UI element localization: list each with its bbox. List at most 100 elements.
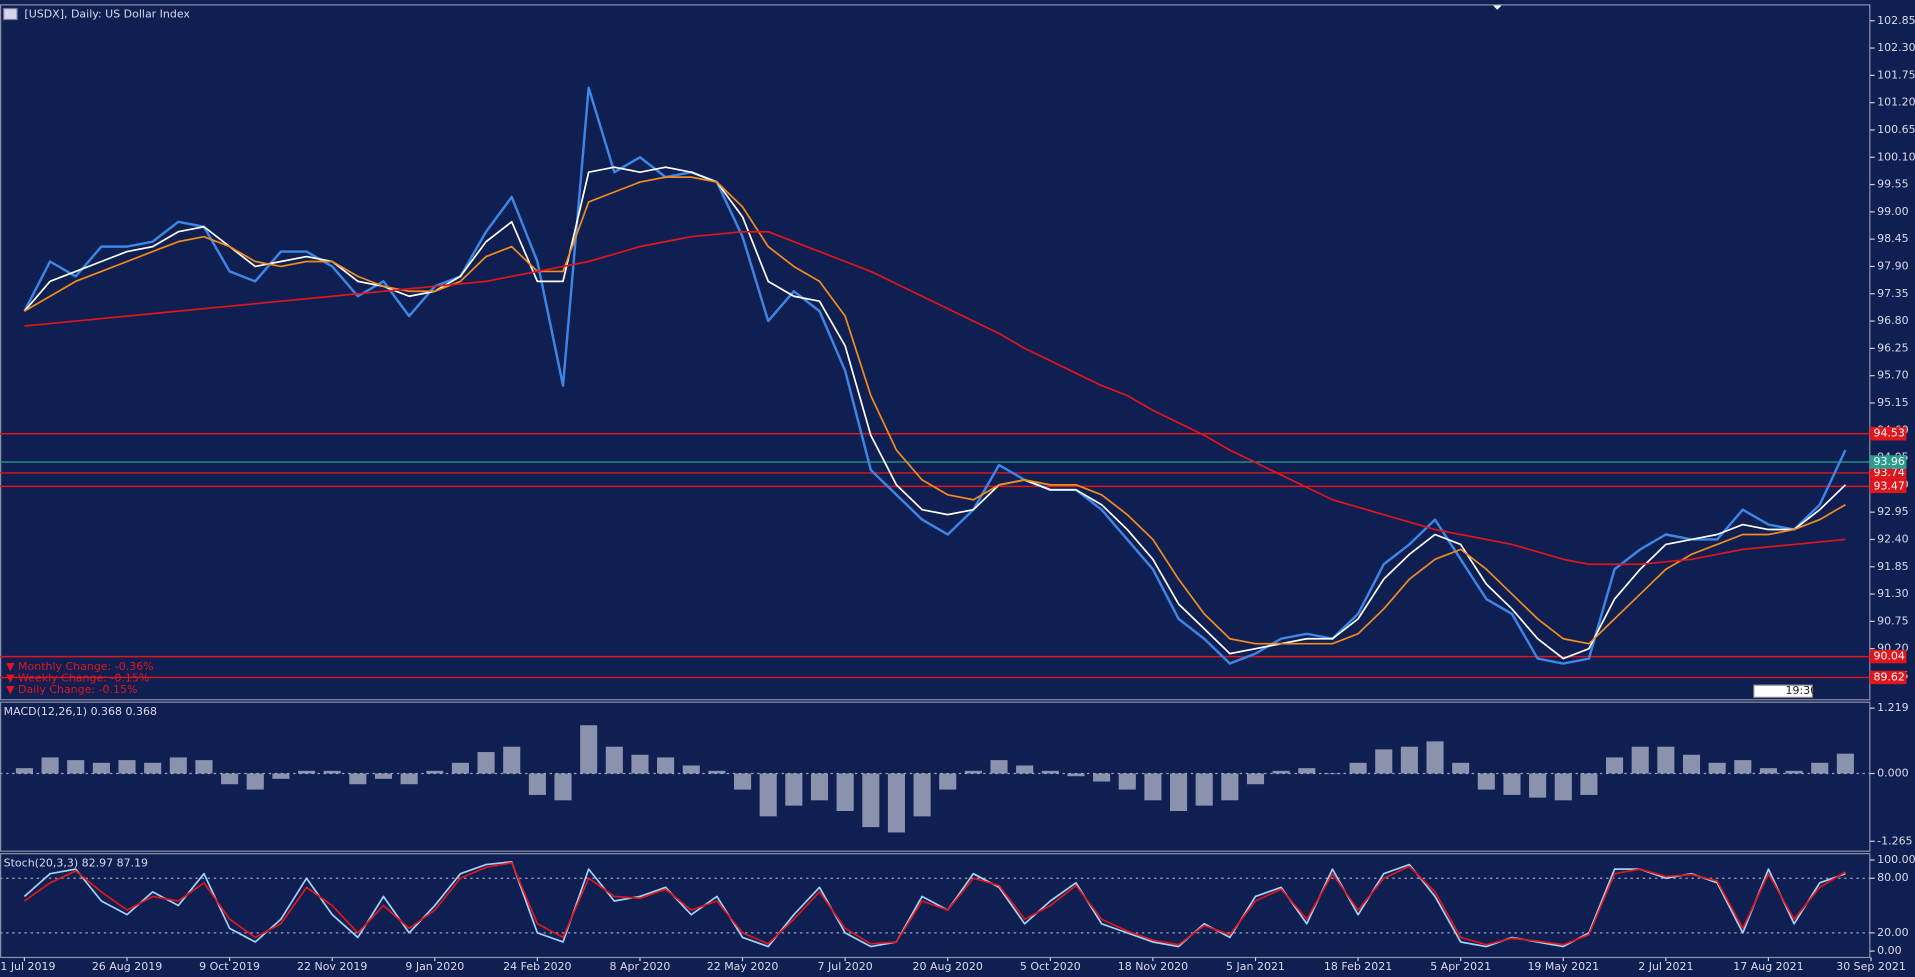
macd-bar [349, 773, 367, 785]
level-label-box [1869, 649, 1907, 664]
change-annotation: ▼ Weekly Change: -0.15% [6, 671, 149, 684]
macd-bar [682, 765, 700, 774]
y-tick-label: 100.00 [1877, 853, 1915, 866]
window-icon [3, 7, 18, 21]
y-tick-label: 95.15 [1877, 396, 1908, 409]
time-label: 19:30 [1786, 684, 1818, 697]
series-line [23, 860, 1846, 948]
macd-bar [1400, 746, 1418, 774]
macd-bar [195, 760, 213, 774]
macd-bar [528, 773, 546, 795]
macd-bar [939, 773, 957, 790]
macd-bar [41, 757, 59, 774]
x-tick-label: 5 Jan 2021 [1226, 960, 1285, 973]
macd-bar [1041, 770, 1059, 774]
macd-bar [990, 760, 1008, 774]
macd-bar [1759, 768, 1777, 774]
x-tick-label: 26 Aug 2019 [92, 960, 162, 973]
shift-marker [1492, 4, 1503, 10]
x-tick-label: 9 Jan 2020 [405, 960, 464, 973]
price-label: 93.96 [1873, 455, 1904, 468]
level-label-box [1869, 670, 1907, 685]
panel-border [0, 4, 1871, 701]
macd-bar [400, 773, 418, 785]
y-tick-label: 95.70 [1877, 369, 1908, 382]
macd-bar [1452, 762, 1470, 774]
macd-bar [1580, 773, 1598, 795]
x-tick-label: 19 May 2021 [1527, 960, 1599, 973]
time-box [1753, 684, 1814, 698]
y-tick-label: 91.85 [1877, 560, 1908, 573]
change-annotation: ▼ Monthly Change: -0.36% [6, 660, 154, 673]
macd-bar [374, 773, 393, 779]
y-tick-label: 0.000 [1877, 766, 1908, 779]
macd-bar [1298, 768, 1316, 774]
y-tick-label: 20.00 [1877, 926, 1908, 939]
x-tick-label: 22 Nov 2019 [297, 960, 367, 973]
macd-bar [657, 757, 675, 774]
macd-bar [964, 770, 982, 774]
panel-border [0, 853, 1871, 959]
macd-bar [1811, 762, 1829, 774]
macd-bar [1708, 762, 1726, 774]
macd-bar [1221, 773, 1239, 801]
panel-title: [USDX], Daily: US Dollar Index [24, 8, 190, 21]
macd-bar [1246, 773, 1265, 785]
y-tick-label: 102.30 [1877, 41, 1915, 54]
macd-bar [810, 773, 829, 801]
level-label: 89.62 [1873, 670, 1904, 683]
macd-bar [1554, 773, 1572, 801]
macd-bar [836, 773, 854, 812]
macd-bar [477, 752, 495, 774]
macd-bar [605, 746, 623, 774]
y-tick-label: 96.25 [1877, 341, 1908, 354]
series-line [23, 86, 1847, 665]
y-tick-label: 99.00 [1877, 205, 1908, 218]
macd-bar [1170, 773, 1188, 812]
y-tick-label: 100.65 [1877, 123, 1915, 136]
macd-bar [1682, 754, 1701, 774]
macd-bar [1785, 770, 1803, 774]
x-tick-label: 17 Aug 2021 [1733, 960, 1803, 973]
series-line [23, 861, 1846, 946]
macd-bar [1375, 749, 1393, 774]
change-annotation: ▼ Daily Change: -0.15% [6, 683, 137, 696]
y-tick-label: 91.30 [1877, 587, 1908, 600]
macd-bar [246, 773, 264, 790]
y-tick-label: 96.80 [1877, 314, 1908, 327]
macd-bar [1093, 773, 1111, 782]
x-tick-label: 11 Jul 2019 [0, 960, 56, 973]
y-tick-label: 98.45 [1877, 232, 1908, 245]
x-tick-label: 18 Nov 2020 [1118, 960, 1188, 973]
macd-bar [1503, 773, 1521, 795]
x-tick-label: 9 Oct 2019 [199, 960, 260, 973]
level-label: 93.74 [1873, 466, 1904, 479]
panel-title: MACD(12,26,1) 0.368 0.368 [4, 705, 157, 718]
macd-bar [1016, 765, 1034, 774]
level-label: 93.47 [1873, 479, 1904, 492]
macd-bar [297, 770, 316, 774]
y-tick-label: 90.75 [1877, 614, 1908, 627]
level-label-box [1869, 479, 1907, 494]
x-tick-label: 24 Feb 2020 [503, 960, 571, 973]
macd-bar [1067, 773, 1085, 777]
x-tick-label: 30 Sep 2021 [1836, 960, 1906, 973]
x-tick-label: 5 Oct 2020 [1020, 960, 1081, 973]
macd-bar [1323, 773, 1341, 775]
macd-bar [887, 773, 905, 833]
macd-bar [1477, 773, 1495, 790]
macd-bar [169, 757, 187, 774]
macd-bar [15, 768, 33, 774]
price-label-box [1869, 455, 1907, 469]
macd-bar [862, 773, 880, 828]
level-label: 90.04 [1873, 650, 1904, 663]
macd-bar [1631, 746, 1649, 774]
y-tick-label: 97.90 [1877, 259, 1908, 272]
y-tick-label: 100.10 [1877, 150, 1915, 163]
macd-bar [221, 773, 239, 785]
macd-bar [631, 754, 649, 774]
x-tick-label: 5 Apr 2021 [1430, 960, 1491, 973]
y-tick-label: -1.265 [1877, 834, 1912, 847]
macd-bar [426, 770, 444, 774]
